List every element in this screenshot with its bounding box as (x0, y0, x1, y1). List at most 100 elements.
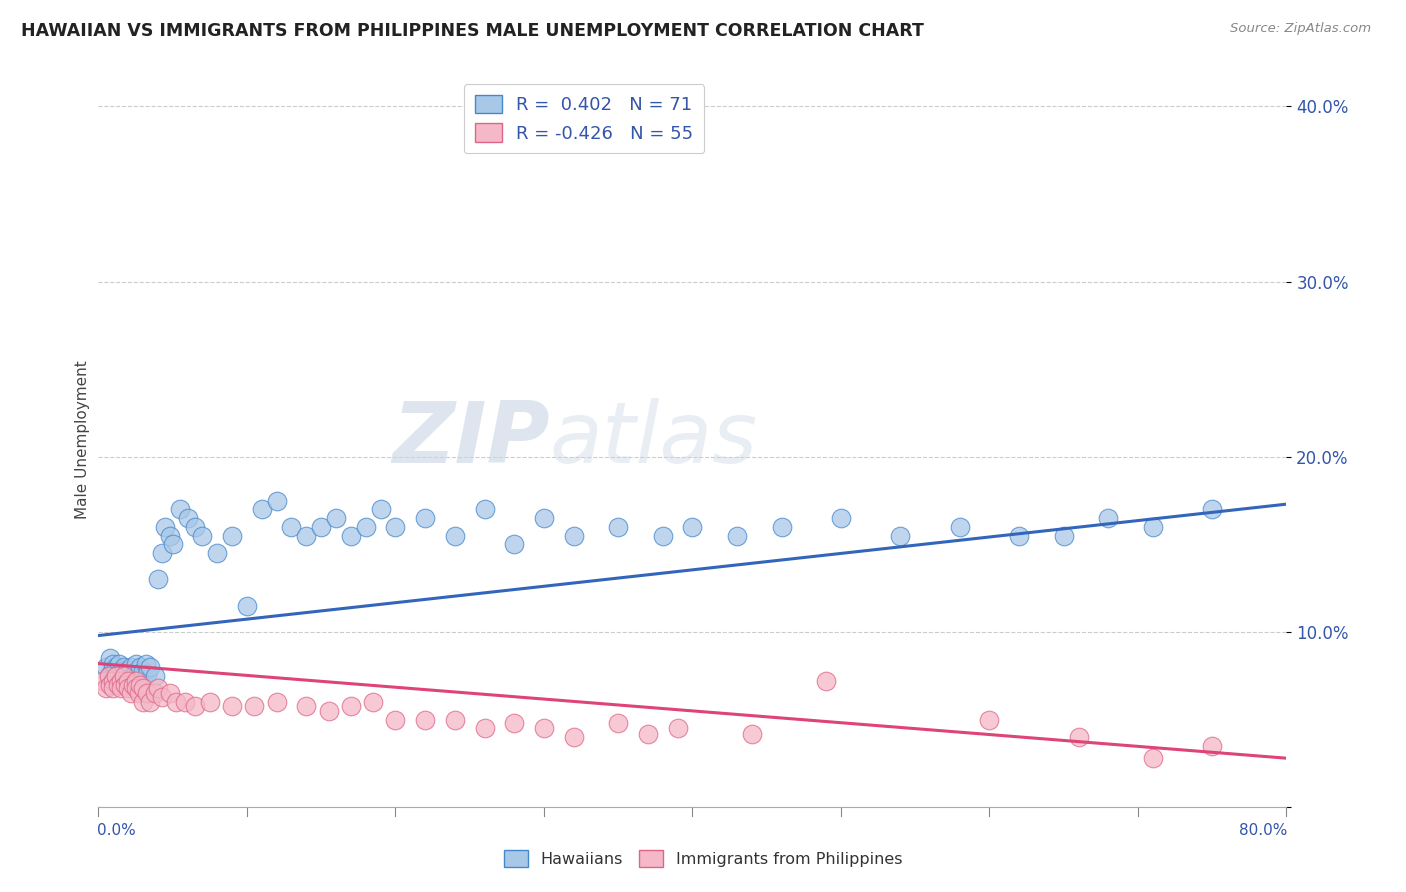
Point (949, 520, 972, 534)
Legend: R =  0.402   N = 71, R = -0.426   N = 55: R = 0.402 N = 71, R = -0.426 N = 55 (464, 84, 704, 153)
Point (169, 502, 191, 516)
Point (159, 686, 181, 700)
Point (266, 493, 288, 508)
Text: HAWAIIAN VS IMMIGRANTS FROM PHILIPPINES MALE UNEMPLOYMENT CORRELATION CHART: HAWAIIAN VS IMMIGRANTS FROM PHILIPPINES … (21, 22, 924, 40)
Point (117, 681, 139, 695)
Point (770, 520, 793, 534)
Point (651, 529, 673, 543)
Point (139, 660, 162, 674)
Point (132, 669, 155, 683)
Point (105, 660, 128, 674)
Point (105, 669, 128, 683)
Point (266, 695, 288, 709)
Point (979, 713, 1001, 727)
Point (221, 529, 243, 543)
Point (117, 667, 139, 681)
Point (129, 660, 152, 674)
Point (295, 529, 318, 543)
Point (124, 674, 146, 689)
Text: ZIP: ZIP (392, 398, 550, 481)
Point (250, 502, 273, 516)
Point (120, 660, 142, 674)
Point (136, 667, 159, 681)
Point (815, 674, 838, 689)
Point (340, 529, 363, 543)
Point (184, 520, 207, 534)
Point (150, 690, 173, 704)
Point (128, 686, 150, 700)
Point (162, 537, 184, 551)
Point (533, 722, 555, 736)
Text: 0.0%: 0.0% (97, 823, 136, 838)
Point (110, 681, 132, 695)
Point (132, 664, 155, 678)
Point (295, 698, 318, 713)
Point (503, 716, 526, 731)
Point (107, 669, 129, 683)
Point (103, 681, 125, 695)
Point (112, 669, 135, 683)
Point (155, 520, 177, 534)
Point (132, 681, 155, 695)
Point (136, 686, 159, 700)
Point (243, 698, 266, 713)
Point (112, 660, 135, 674)
Point (562, 529, 585, 543)
Point (184, 698, 207, 713)
Point (443, 529, 465, 543)
Point (1008, 529, 1031, 543)
Point (124, 657, 146, 671)
Point (280, 520, 302, 534)
Point (114, 671, 136, 685)
Point (474, 722, 496, 736)
Point (103, 674, 125, 689)
Point (176, 511, 198, 525)
Point (325, 511, 347, 525)
Point (103, 657, 125, 671)
Point (1053, 529, 1076, 543)
Point (132, 695, 155, 709)
Point (117, 674, 139, 689)
Point (198, 695, 221, 709)
Point (159, 529, 181, 543)
Point (533, 511, 555, 525)
Point (637, 726, 659, 740)
Point (121, 669, 143, 683)
Point (1201, 502, 1223, 516)
Point (110, 674, 132, 689)
Point (221, 698, 243, 713)
Point (98, 651, 121, 665)
Point (114, 678, 136, 692)
Point (413, 511, 436, 525)
Point (236, 599, 259, 613)
Point (135, 657, 157, 671)
Point (725, 529, 748, 543)
Point (1067, 730, 1090, 744)
Point (115, 664, 138, 678)
Point (474, 502, 496, 516)
Text: atlas: atlas (550, 398, 758, 481)
Point (361, 695, 384, 709)
Point (101, 664, 124, 678)
Point (370, 502, 392, 516)
Point (139, 695, 162, 709)
Text: 80.0%: 80.0% (1239, 823, 1288, 838)
Point (111, 667, 134, 681)
Y-axis label: Male Unemployment: Male Unemployment (75, 360, 90, 518)
Point (107, 678, 129, 692)
Point (413, 713, 436, 727)
Point (681, 520, 703, 534)
Point (146, 573, 169, 587)
Point (384, 713, 406, 727)
Point (128, 667, 150, 681)
Text: Source: ZipAtlas.com: Source: ZipAtlas.com (1230, 22, 1371, 36)
Point (309, 520, 332, 534)
Point (830, 511, 852, 525)
Point (117, 674, 139, 689)
Point (124, 664, 146, 678)
Point (205, 546, 228, 560)
Point (354, 520, 377, 534)
Point (120, 686, 142, 700)
Point (1201, 739, 1223, 753)
Point (173, 695, 195, 709)
